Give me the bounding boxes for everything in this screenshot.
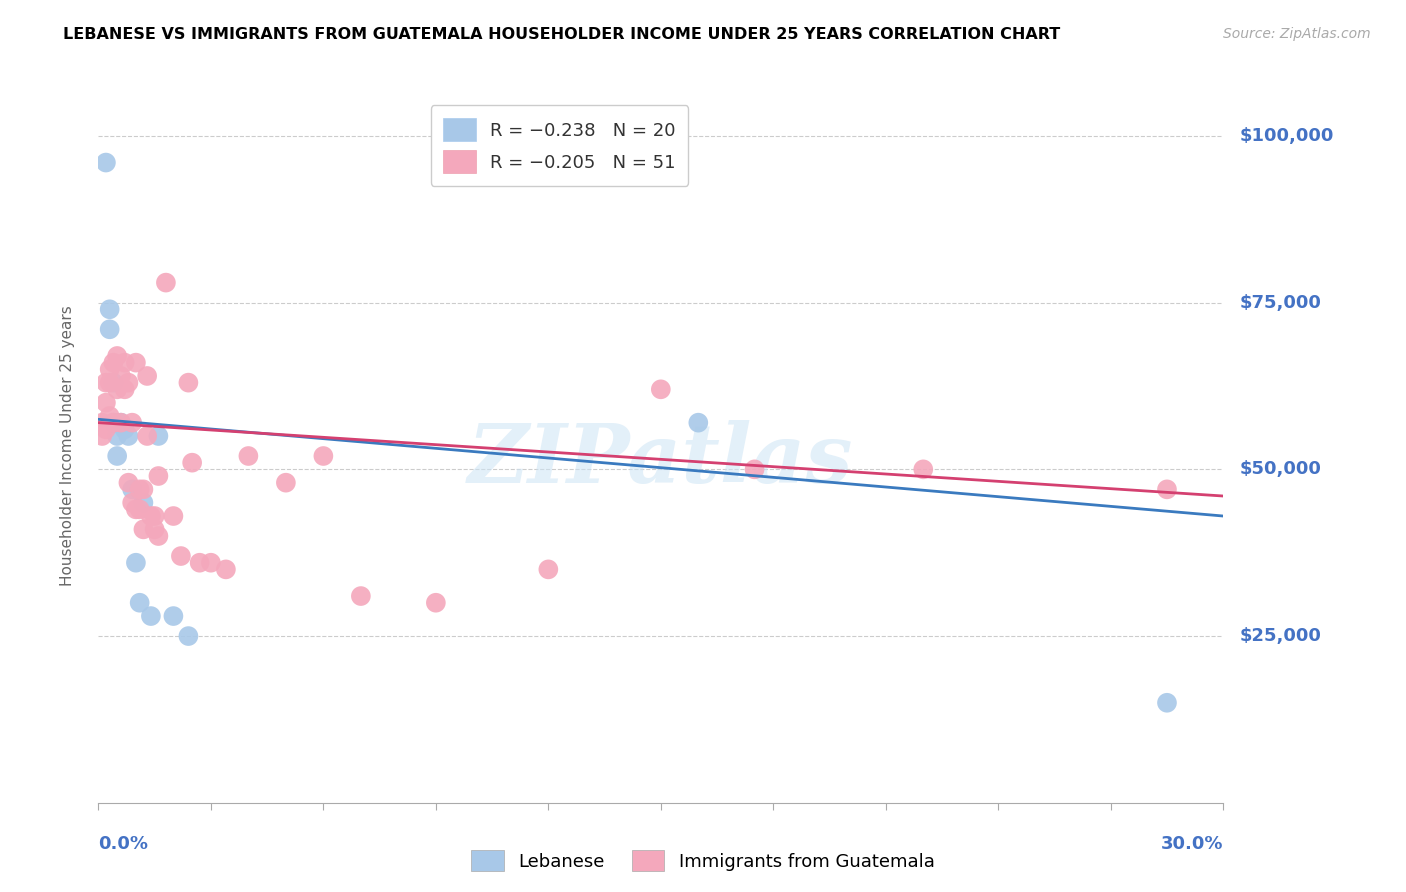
Point — [105, 349, 128, 363]
Text: Source: ZipAtlas.com: Source: ZipAtlas.com — [1223, 27, 1371, 41]
Point — [114, 382, 136, 396]
Point — [132, 483, 155, 497]
Text: $25,000: $25,000 — [1240, 627, 1322, 645]
Point — [114, 422, 136, 436]
Point — [103, 416, 125, 430]
Point — [1156, 696, 1178, 710]
Point — [91, 416, 114, 430]
Point — [148, 429, 170, 443]
Text: LEBANESE VS IMMIGRANTS FROM GUATEMALA HOUSEHOLDER INCOME UNDER 25 YEARS CORRELAT: LEBANESE VS IMMIGRANTS FROM GUATEMALA HO… — [63, 27, 1060, 42]
Point — [110, 416, 132, 430]
Point — [181, 456, 204, 470]
Point — [274, 475, 297, 490]
Point — [148, 529, 170, 543]
Point — [105, 449, 128, 463]
Point — [91, 429, 114, 443]
Point — [110, 368, 132, 383]
Point — [94, 376, 117, 390]
Point — [94, 395, 117, 409]
Text: $75,000: $75,000 — [1240, 293, 1322, 311]
Point — [143, 522, 166, 536]
Point — [537, 562, 560, 576]
Point — [148, 469, 170, 483]
Point — [139, 509, 162, 524]
Point — [162, 609, 184, 624]
Point — [98, 322, 121, 336]
Point — [114, 356, 136, 370]
Point — [128, 596, 150, 610]
Point — [155, 276, 177, 290]
Point — [125, 356, 148, 370]
Point — [121, 496, 143, 510]
Legend: Lebanese, Immigrants from Guatemala: Lebanese, Immigrants from Guatemala — [464, 843, 942, 879]
Text: $100,000: $100,000 — [1240, 127, 1334, 145]
Point — [215, 562, 238, 576]
Point — [170, 549, 193, 563]
Point — [98, 302, 121, 317]
Y-axis label: Householder Income Under 25 years: Householder Income Under 25 years — [60, 306, 75, 586]
Point — [125, 556, 148, 570]
Text: 30.0%: 30.0% — [1161, 835, 1223, 853]
Point — [132, 522, 155, 536]
Text: $50,000: $50,000 — [1240, 460, 1322, 478]
Point — [177, 629, 200, 643]
Point — [238, 449, 260, 463]
Point — [128, 483, 150, 497]
Point — [128, 502, 150, 516]
Text: ZIPatlas: ZIPatlas — [468, 420, 853, 500]
Point — [121, 483, 143, 497]
Point — [177, 376, 200, 390]
Point — [139, 609, 162, 624]
Point — [103, 356, 125, 370]
Point — [132, 496, 155, 510]
Legend: R = −0.238   N = 20, R = −0.205   N = 51: R = −0.238 N = 20, R = −0.205 N = 51 — [430, 105, 689, 186]
Point — [744, 462, 766, 476]
Point — [94, 155, 117, 169]
Point — [912, 462, 935, 476]
Point — [117, 475, 139, 490]
Point — [143, 509, 166, 524]
Point — [162, 509, 184, 524]
Point — [650, 382, 672, 396]
Point — [105, 382, 128, 396]
Point — [136, 368, 159, 383]
Point — [103, 416, 125, 430]
Point — [105, 429, 128, 443]
Point — [98, 362, 121, 376]
Point — [121, 416, 143, 430]
Point — [110, 416, 132, 430]
Point — [98, 376, 121, 390]
Point — [117, 429, 139, 443]
Point — [1156, 483, 1178, 497]
Point — [125, 502, 148, 516]
Point — [688, 416, 710, 430]
Point — [103, 376, 125, 390]
Point — [312, 449, 335, 463]
Point — [350, 589, 373, 603]
Point — [136, 429, 159, 443]
Point — [425, 596, 447, 610]
Point — [94, 422, 117, 436]
Point — [200, 556, 222, 570]
Point — [188, 556, 211, 570]
Text: 0.0%: 0.0% — [98, 835, 149, 853]
Point — [98, 409, 121, 423]
Point — [117, 376, 139, 390]
